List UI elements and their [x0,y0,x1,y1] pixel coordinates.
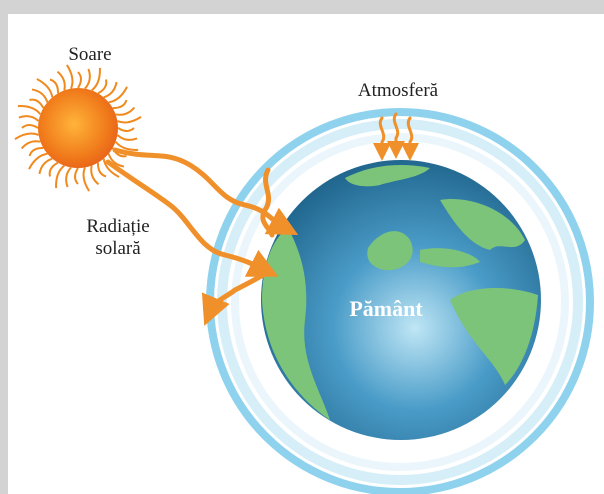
sun-ray [77,71,82,89]
sun-ray [18,115,40,122]
sun-ray [48,161,59,177]
sun-ray [28,152,48,170]
sun-ray [108,86,128,104]
radiation-arrows [105,112,419,326]
radiation-label: solară [95,238,141,259]
sun-ray [14,132,39,140]
sun-ray [66,64,74,89]
sun-ray [65,166,72,188]
sun-ray [96,162,107,178]
sun-ray [82,167,90,192]
sun-ray [21,124,39,129]
sun-ray [56,70,66,91]
earth-label: Pământ [349,296,423,321]
sun-ray [55,164,65,189]
sun-ray [114,141,139,151]
sun-ray [91,67,101,92]
atmosphere-label: Atmosferă [358,80,439,101]
sun-ray [103,81,118,99]
sun-ray [74,167,79,185]
sun [38,88,118,168]
radiation-label: Radiație [86,216,149,237]
sun-label: Soare [68,44,111,65]
atmosphere-inner [231,133,569,471]
sun-ray [112,99,128,110]
sun-ray [90,165,100,186]
sun-ray [28,146,44,157]
sun-ray [117,127,135,132]
sun-ray [97,79,108,95]
sun-ray [107,153,125,168]
sun-rays [14,64,142,192]
sun-ray [17,105,42,115]
sun-ray [115,106,136,116]
sun-ray [31,88,49,103]
sun-ray [38,157,53,175]
sun-ray [29,98,45,109]
sun-ray [84,68,91,90]
sun-ray [116,134,138,141]
sun-ray [117,116,142,124]
continents [262,165,538,420]
sun-ray [102,158,120,178]
sun-ray [49,78,60,94]
sun-ray [36,78,54,98]
sun-ray [20,140,41,150]
